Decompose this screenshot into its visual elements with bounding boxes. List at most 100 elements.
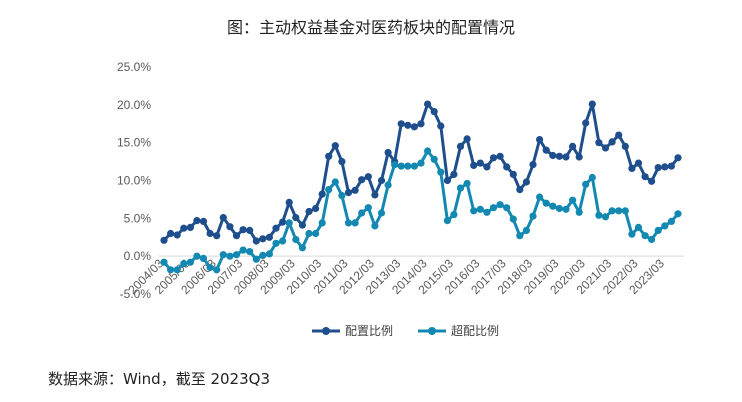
data-point [654,164,662,172]
data-point [450,211,458,219]
data-point [292,235,300,244]
series-2 [160,147,682,274]
data-point [371,191,379,199]
legend-swatch-marker [428,327,436,335]
data-point [160,258,168,266]
data-point [430,108,438,116]
data-point [549,202,557,210]
data-point [542,146,550,154]
data-point [167,266,175,274]
data-point [489,204,498,212]
data-point [397,120,405,128]
data-point [371,222,379,230]
data-point [443,217,451,225]
data-point [549,151,557,160]
data-point [483,163,491,171]
series-layer [160,100,682,274]
data-point [259,251,267,259]
data-point [628,230,636,238]
data-point [186,223,194,231]
data-point [193,217,201,225]
data-point [338,192,346,200]
data-point [476,205,484,213]
data-point [601,144,610,152]
data-point [279,218,287,226]
data-point [344,219,353,227]
legend: 配置比例 超配比例 [312,323,499,338]
data-point [351,186,359,194]
data-point [667,162,676,170]
data-point [648,235,656,244]
data-point [522,226,531,234]
data-point [621,207,629,215]
y-tick-label: 25.0% [117,60,151,74]
data-point [193,252,201,260]
legend-swatch-marker [322,327,330,335]
data-point [239,226,247,234]
data-point [232,232,241,240]
data-point [562,205,570,213]
y-tick-label: 20.0% [117,98,151,112]
data-point [661,222,669,230]
data-point [503,163,511,171]
data-point [305,229,313,238]
data-point [608,207,616,215]
data-point [641,232,649,240]
data-point [377,209,386,217]
data-point [219,214,227,222]
data-point [331,142,339,150]
data-point [417,120,425,128]
data-point [516,232,524,240]
data-point [292,214,300,222]
data-point [325,186,333,194]
data-point [634,223,643,231]
data-point [470,161,478,169]
data-point [648,177,656,185]
data-point [542,199,550,207]
axis-layer: 25.0%20.0%15.0%10.0%5.0%0.0%-5.0%2004/03… [117,60,684,301]
data-point [661,163,669,171]
data-source-note: 数据来源：Wind，截至 2023Q3 [48,370,270,388]
data-point [285,219,293,227]
data-point [529,161,537,169]
data-point [167,229,175,238]
data-point [496,201,504,209]
data-point [417,159,425,167]
data-point [410,162,418,170]
data-point [450,170,458,178]
data-point [575,153,583,161]
data-point [298,221,306,229]
data-point [463,179,471,188]
data-point [601,213,610,221]
data-point [213,232,221,240]
data-point [536,136,544,144]
data-point [608,138,616,146]
data-point [364,173,372,181]
data-point [239,246,247,254]
data-point [298,244,306,252]
data-point [338,158,346,166]
data-point [588,100,596,108]
data-point [318,190,326,198]
data-point [430,155,438,163]
data-point [312,204,320,213]
data-point [364,204,372,212]
data-point [595,139,603,147]
data-point [173,266,181,274]
data-point [384,181,392,189]
data-point [272,239,280,247]
data-point [325,152,333,160]
data-point [206,263,214,272]
data-point [536,193,544,201]
data-point [456,184,465,192]
data-point [667,217,676,225]
y-tick-label: 5.0% [124,211,152,225]
data-point [206,229,214,238]
data-point [516,186,524,194]
data-point [483,208,491,216]
legend-label: 配置比例 [345,324,393,338]
data-point [252,255,260,263]
data-point [358,209,366,217]
data-point [424,100,432,108]
data-point [377,176,386,185]
